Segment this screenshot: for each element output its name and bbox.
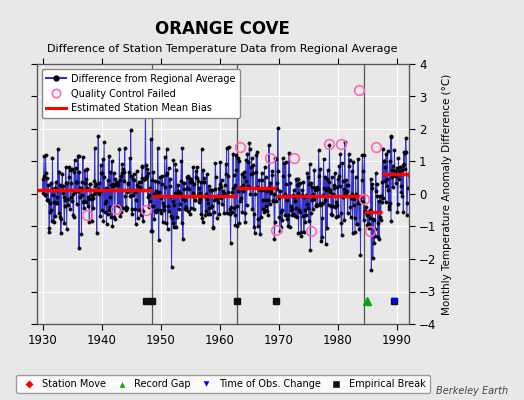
Y-axis label: Monthly Temperature Anomaly Difference (°C): Monthly Temperature Anomaly Difference (… [442,73,452,315]
Legend: Difference from Regional Average, Quality Control Failed, Estimated Station Mean: Difference from Regional Average, Qualit… [41,69,240,118]
Text: ORANGE COVE: ORANGE COVE [155,20,290,38]
Text: Berkeley Earth: Berkeley Earth [436,386,508,396]
Legend: Station Move, Record Gap, Time of Obs. Change, Empirical Break: Station Move, Record Gap, Time of Obs. C… [16,375,430,393]
Text: Difference of Station Temperature Data from Regional Average: Difference of Station Temperature Data f… [48,44,398,54]
